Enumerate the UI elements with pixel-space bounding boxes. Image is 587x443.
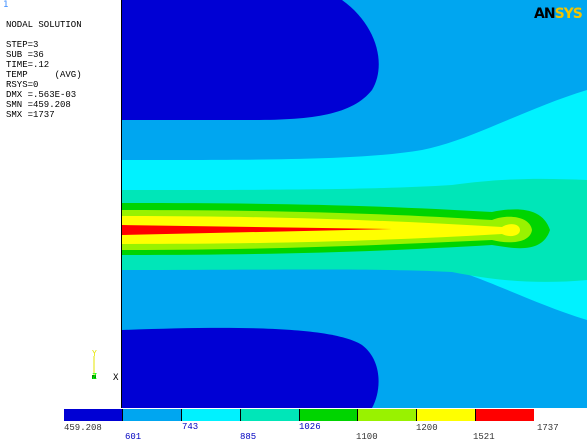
triad-x-label: X: [113, 373, 119, 383]
legend-swatch-1: [64, 409, 123, 421]
legend-label-885: 885: [240, 432, 257, 442]
logo-part-sys: SYS: [554, 6, 583, 22]
info-rsys: RSYS=0: [6, 80, 39, 90]
solution-title: NODAL SOLUTION: [6, 20, 82, 30]
info-temp: TEMP (AVG): [6, 70, 82, 80]
contour-plot[interactable]: [122, 0, 587, 408]
legend-swatch-5: [299, 409, 359, 421]
legend-color-bar: [64, 409, 534, 421]
info-sub: SUB =36: [6, 50, 44, 60]
info-step: STEP=3: [6, 40, 39, 50]
legend-swatch-8: [476, 409, 534, 421]
legend-label-601: 601: [125, 432, 142, 442]
legend-label-min: 459.208: [64, 423, 102, 433]
legend-swatch-3: [181, 409, 241, 421]
coordinate-triad-icon: Y Z X: [92, 349, 119, 383]
logo-part-an: AN: [534, 6, 556, 22]
legend-swatch-2: [122, 409, 182, 421]
legend-label-1100: 1100: [356, 432, 378, 442]
info-dmx: DMX =.563E-03: [6, 90, 77, 100]
window-number: 1: [3, 0, 9, 10]
legend-label-1026: 1026: [299, 422, 321, 432]
legend-swatch-7: [417, 409, 477, 421]
legend-swatch-6: [358, 409, 418, 421]
info-smn: SMN =459.208: [6, 100, 71, 110]
legend-label-743: 743: [182, 422, 199, 432]
legend-label-1200: 1200: [416, 423, 438, 433]
triad-z-label: Z: [92, 372, 97, 381]
ansys-logo: ANSYS: [534, 6, 583, 22]
info-time: TIME=.12: [6, 60, 50, 70]
contour-band-red: [122, 225, 392, 235]
legend-swatch-4: [240, 409, 300, 421]
info-smx: SMX =1737: [6, 110, 55, 120]
contour-band-blue-bottom: [122, 327, 379, 408]
legend-label-max: 1737: [537, 423, 559, 433]
triad-y-label: Y: [92, 349, 97, 358]
info-list: STEP=3 SUB =36 TIME=.12 TEMP (AVG) RSYS=…: [6, 40, 82, 120]
contour-band-blue-top: [122, 0, 379, 120]
info-panel: 1 NODAL SOLUTION STEP=3 SUB =36 TIME=.12…: [0, 0, 122, 408]
legend-label-1521: 1521: [473, 432, 495, 442]
